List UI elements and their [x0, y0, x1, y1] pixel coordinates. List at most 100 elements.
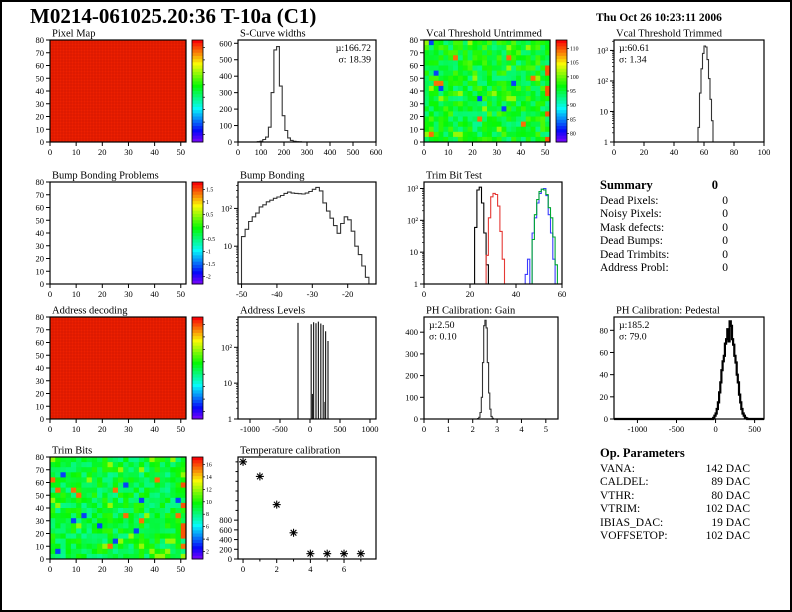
summary-rows: Dead Pixels: 0 Noisy Pixels: 0 Mask defects:… — [600, 195, 782, 275]
svg-text:10: 10 — [410, 124, 419, 134]
svg-text:Address decoding: Address decoding — [52, 306, 128, 317]
svg-text:500: 500 — [347, 147, 360, 157]
svg-text:70: 70 — [36, 325, 45, 335]
bump-bonding-chart: -50 -40 -30 -20 10 10² Bump Bonding — [212, 169, 384, 301]
svg-text:Address Levels: Address Levels — [240, 306, 305, 317]
svg-text:200: 200 — [219, 544, 232, 554]
svg-text:40: 40 — [150, 147, 159, 157]
svg-text:60: 60 — [410, 61, 419, 71]
row-value: 19 DAC — [711, 516, 750, 529]
text-row: Noisy Pixels: 0 — [600, 208, 782, 221]
svg-text:500: 500 — [748, 424, 761, 434]
row-value: 80 DAC — [711, 489, 750, 502]
svg-text:20: 20 — [36, 254, 45, 264]
bump_bonding-svg: -50 -40 -30 -20 10 10² Bump Bonding — [221, 171, 377, 299]
svg-text:PH Calibration: Pedestal: PH Calibration: Pedestal — [616, 306, 720, 317]
svg-text:100: 100 — [255, 147, 268, 157]
svg-text:16: 16 — [206, 462, 212, 468]
svg-text:Bump Bonding: Bump Bonding — [240, 171, 305, 182]
svg-text:60: 60 — [36, 478, 45, 488]
bump_problems-svg: 0 10 20 30 40 50 0 10 20 30 40 50 60 70 80 1.5 1 0.5 0 -0.5… — [36, 171, 216, 300]
svg-text:20: 20 — [466, 289, 475, 299]
svg-text:30: 30 — [124, 564, 133, 574]
svg-text:-40: -40 — [271, 289, 282, 299]
svg-text:12: 12 — [206, 487, 212, 493]
svg-text:Vcal Threshold Trimmed: Vcal Threshold Trimmed — [616, 29, 723, 40]
row-label: VANA: — [600, 463, 635, 475]
ph_pedestal-svg: -1000 -500 0 500 0 20 40 60 80 µ:185.2σ: 79.0 PH C… — [600, 306, 765, 434]
svg-text:Trim Bits: Trim Bits — [52, 446, 92, 457]
svg-text:80: 80 — [730, 147, 739, 157]
svg-text:10: 10 — [72, 147, 81, 157]
svg-text:10: 10 — [36, 266, 45, 276]
address_decoding-svg: 0 10 20 30 40 50 0 10 20 30 40 50 60 70 80 Address deco… — [36, 306, 205, 434]
row-label: VOFFSETOP: — [600, 529, 668, 542]
svg-text:µ:60.61: µ:60.61 — [619, 43, 650, 54]
svg-text:-1000: -1000 — [240, 424, 260, 434]
text-row: IBIAS_DAC: 19 DAC — [600, 517, 782, 530]
svg-text:4: 4 — [519, 424, 524, 434]
svg-text:50: 50 — [36, 490, 45, 500]
svg-text:0: 0 — [604, 414, 608, 424]
svg-text:0: 0 — [228, 137, 232, 147]
svg-text:60: 60 — [36, 203, 45, 213]
svg-text:0: 0 — [48, 289, 52, 299]
row-value: 0 — [722, 235, 728, 248]
svg-text:20: 20 — [98, 424, 107, 434]
svg-text:0: 0 — [422, 289, 426, 299]
svg-text:0: 0 — [40, 554, 44, 564]
svg-text:4: 4 — [308, 564, 313, 574]
svg-text:1: 1 — [206, 200, 209, 206]
svg-text:40: 40 — [36, 503, 45, 513]
svg-text:2: 2 — [471, 424, 475, 434]
row-label: Mask defects: — [600, 221, 665, 234]
svg-text:Trim Bit Test: Trim Bit Test — [426, 171, 482, 182]
row-value: 0 — [722, 261, 728, 274]
svg-text:1.5: 1.5 — [206, 187, 213, 193]
svg-text:20: 20 — [98, 289, 107, 299]
svg-text:0: 0 — [206, 225, 209, 231]
svg-text:20: 20 — [36, 529, 45, 539]
bump-problems-chart: 0 10 20 30 40 50 0 10 20 30 40 50 60 70 80 1.5 1 0.5 0 -0.5… — [22, 169, 232, 301]
svg-text:0: 0 — [48, 424, 52, 434]
row-label: Dead Trimbits: — [600, 248, 670, 261]
svg-text:40: 40 — [150, 564, 159, 574]
svg-text:100: 100 — [758, 147, 771, 157]
row-value: 142 DAC — [705, 463, 750, 475]
svg-text:200: 200 — [405, 371, 418, 381]
text-row: Dead Pixels: 0 — [600, 195, 782, 208]
op-parameters-block: Op. Parameters VANA: 142 DAC CALDEL: 89 DAC… — [600, 446, 782, 566]
svg-text:σ: 79.0: σ: 79.0 — [619, 332, 647, 343]
svg-text:50: 50 — [177, 289, 186, 299]
svg-text:40: 40 — [670, 147, 679, 157]
svg-text:10: 10 — [36, 541, 45, 551]
svg-text:40: 40 — [410, 86, 419, 96]
svg-text:20: 20 — [640, 147, 649, 157]
svg-text:1: 1 — [446, 424, 450, 434]
row-value: 0 — [722, 248, 728, 261]
svg-text:50: 50 — [177, 147, 186, 157]
svg-text:0: 0 — [612, 147, 616, 157]
svg-text:0: 0 — [40, 414, 44, 424]
svg-text:10³: 10³ — [407, 183, 419, 193]
svg-text:80: 80 — [36, 312, 45, 322]
svg-text:0: 0 — [236, 147, 240, 157]
svg-text:50: 50 — [410, 73, 419, 83]
svg-text:80: 80 — [600, 325, 609, 335]
svg-text:10: 10 — [72, 289, 81, 299]
svg-text:Pixel Map: Pixel Map — [52, 29, 95, 40]
svg-text:80: 80 — [36, 177, 45, 187]
svg-text:-1: -1 — [206, 250, 211, 256]
svg-text:10: 10 — [444, 147, 453, 157]
svg-text:50: 50 — [36, 350, 45, 360]
svg-text:60: 60 — [36, 338, 45, 348]
svg-text:6: 6 — [342, 564, 346, 574]
svg-text:40: 40 — [600, 370, 609, 380]
row-label: VTHR: — [600, 489, 635, 502]
svg-text:95: 95 — [570, 89, 576, 95]
text-row: VTHR: 80 DAC — [600, 490, 782, 503]
svg-text:300: 300 — [405, 349, 418, 359]
svg-text:60: 60 — [700, 147, 709, 157]
